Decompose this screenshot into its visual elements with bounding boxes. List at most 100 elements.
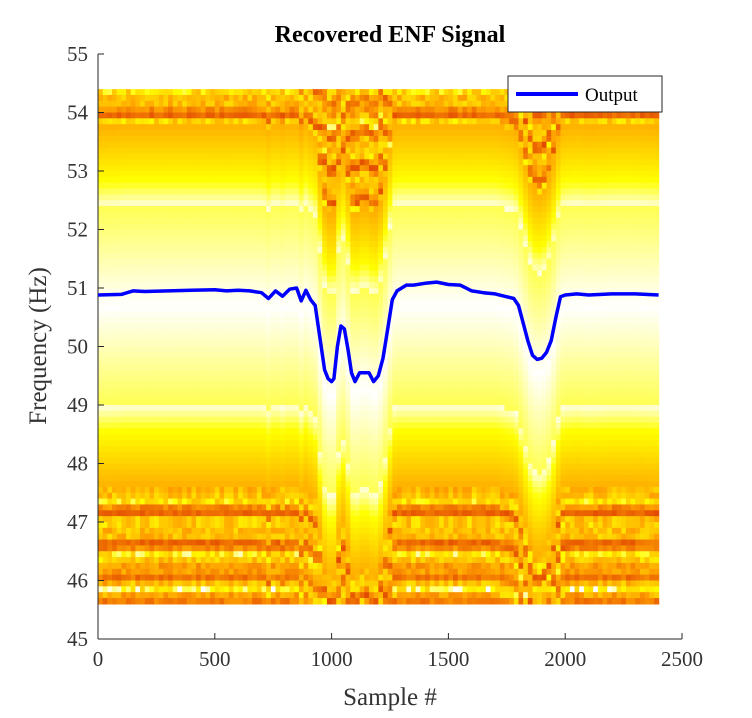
heatmap-cell: [625, 188, 632, 195]
heatmap-cell: [621, 194, 627, 201]
heatmap-cell: [163, 171, 169, 178]
heatmap-cell: [382, 153, 389, 160]
heatmap-cell: [308, 323, 314, 330]
heatmap-cell: [280, 305, 286, 312]
heatmap-cell: [513, 206, 520, 213]
heatmap-cell: [186, 264, 193, 272]
heatmap-cell: [611, 141, 618, 149]
heatmap-cell: [373, 299, 379, 307]
heatmap-cell: [308, 100, 314, 108]
heatmap-cell: [625, 165, 632, 172]
heatmap-cell: [270, 328, 277, 336]
heatmap-cell: [537, 194, 543, 201]
heatmap-cell: [415, 171, 421, 178]
heatmap-cell: [172, 311, 179, 318]
heatmap-cell: [397, 323, 403, 330]
heatmap-cell: [397, 194, 403, 201]
heatmap-cell: [364, 182, 370, 190]
heatmap-cell: [317, 106, 323, 114]
heatmap-cell: [453, 147, 459, 155]
heatmap-cell: [210, 147, 216, 155]
heatmap-cell: [420, 217, 426, 225]
heatmap-cell: [434, 106, 440, 114]
heatmap-cell: [261, 317, 267, 324]
heatmap-cell: [326, 299, 333, 307]
heatmap-cell: [611, 229, 618, 236]
heatmap-cell: [569, 171, 576, 178]
heatmap-cell: [336, 270, 342, 277]
heatmap-cell: [392, 211, 398, 219]
heatmap-cell: [625, 206, 632, 213]
heatmap-cell: [289, 147, 295, 155]
heatmap-cell: [354, 252, 361, 260]
heatmap-cell: [233, 118, 239, 125]
heatmap-cell: [415, 270, 421, 277]
heatmap-cell: [481, 305, 487, 312]
heatmap-cell: [471, 235, 478, 242]
heatmap-cell: [569, 112, 576, 119]
heatmap-cell: [406, 89, 412, 96]
heatmap-cell: [191, 211, 197, 219]
heatmap-cell: [345, 328, 351, 336]
heatmap-cell: [186, 171, 193, 178]
heatmap-cell: [415, 188, 421, 195]
heatmap-cell: [462, 135, 468, 143]
heatmap-cell: [359, 118, 365, 125]
heatmap-cell: [294, 258, 300, 266]
heatmap-cell: [112, 264, 118, 272]
heatmap-cell: [116, 217, 122, 225]
heatmap-cell: [579, 247, 585, 254]
heatmap-cell: [200, 165, 207, 172]
heatmap-cell: [518, 171, 524, 178]
heatmap-cell: [242, 293, 249, 301]
heatmap-cell: [177, 247, 183, 254]
heatmap-cell: [312, 153, 319, 160]
heatmap-cell: [448, 171, 454, 178]
heatmap-cell: [284, 124, 291, 131]
heatmap-cell: [270, 165, 277, 172]
heatmap-cell: [368, 235, 375, 242]
heatmap-cell: [228, 328, 235, 336]
heatmap-cell: [382, 264, 389, 272]
heatmap-cell: [359, 288, 365, 295]
heatmap-cell: [378, 94, 384, 102]
heatmap-cell: [425, 188, 431, 195]
heatmap-cell: [368, 171, 375, 178]
heatmap-cell: [481, 229, 487, 236]
heatmap-cell: [485, 188, 492, 195]
heatmap-cell: [476, 176, 482, 184]
heatmap-cell: [453, 223, 459, 231]
heatmap-cell: [555, 165, 562, 172]
heatmap-cell: [368, 89, 375, 96]
heatmap-cell: [233, 130, 239, 137]
heatmap-cell: [144, 252, 150, 260]
heatmap-cell: [116, 241, 122, 248]
heatmap-cell: [233, 188, 239, 195]
heatmap-cell: [308, 124, 314, 131]
heatmap-cell: [411, 188, 417, 195]
heatmap-cell: [219, 200, 225, 207]
heatmap-cell: [280, 124, 286, 131]
heatmap-cell: [593, 159, 599, 166]
heatmap-cell: [247, 258, 253, 266]
heatmap-cell: [224, 171, 230, 178]
heatmap-cell: [303, 223, 309, 231]
heatmap-cell: [560, 223, 566, 231]
heatmap-cell: [177, 159, 183, 166]
heatmap-cell: [182, 112, 188, 119]
heatmap-cell: [467, 135, 473, 143]
heatmap-cell: [130, 118, 136, 125]
heatmap-cell: [280, 270, 286, 277]
heatmap-cell: [303, 328, 309, 336]
heatmap-cell: [359, 135, 365, 143]
heatmap-cell: [149, 176, 155, 184]
heatmap-cell: [569, 305, 576, 312]
heatmap-cell: [256, 112, 263, 119]
heatmap-cell: [158, 124, 165, 131]
heatmap-cell: [98, 270, 104, 277]
heatmap-cell: [336, 299, 342, 307]
heatmap-cell: [579, 182, 585, 190]
heatmap-cell: [121, 276, 127, 283]
heatmap-cell: [149, 223, 155, 231]
heatmap-cell: [630, 176, 636, 184]
